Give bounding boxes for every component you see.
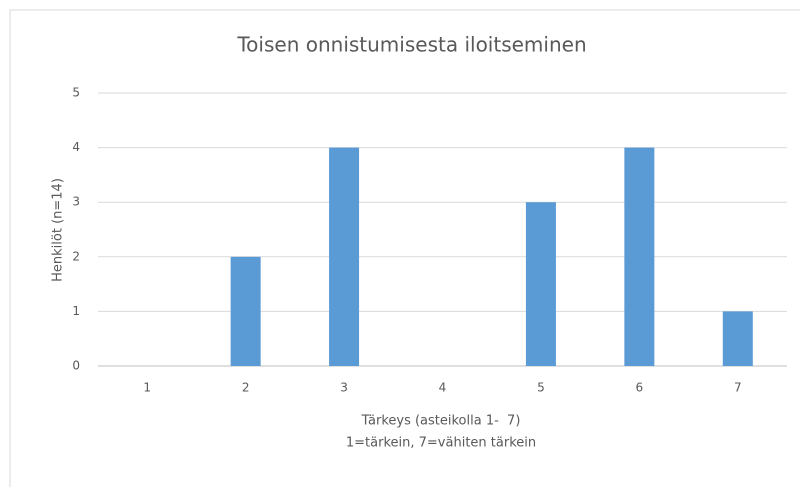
x-tick-label: 1	[143, 381, 151, 395]
y-tick-label: 1	[72, 304, 80, 318]
bar	[230, 256, 261, 366]
bar	[624, 147, 655, 366]
bar	[722, 311, 753, 366]
y-tick-label: 2	[72, 249, 80, 263]
x-tick-label: 3	[340, 381, 348, 395]
x-tick-label: 6	[636, 381, 644, 395]
y-axis-label: Henkilöt (n=14)	[51, 178, 66, 282]
chart-frame	[9, 9, 800, 487]
x-tick-label: 2	[242, 381, 250, 395]
bar	[329, 147, 360, 366]
bar	[525, 202, 556, 366]
y-tick-label: 3	[72, 195, 80, 209]
x-axis-label: Tärkeys (asteikolla 1- 7)	[361, 414, 521, 429]
y-tick-label: 0	[72, 359, 80, 373]
x-tick-label: 5	[537, 381, 545, 395]
y-tick-label: 4	[72, 140, 80, 154]
chart-title: Toisen onnistumisesta iloitseminen	[236, 33, 586, 57]
y-tick-label: 5	[72, 86, 80, 100]
x-tick-label: 4	[439, 381, 447, 395]
x-tick-label: 7	[734, 381, 742, 395]
x-axis-label: 1=tärkein, 7=vähiten tärkein	[346, 436, 536, 451]
